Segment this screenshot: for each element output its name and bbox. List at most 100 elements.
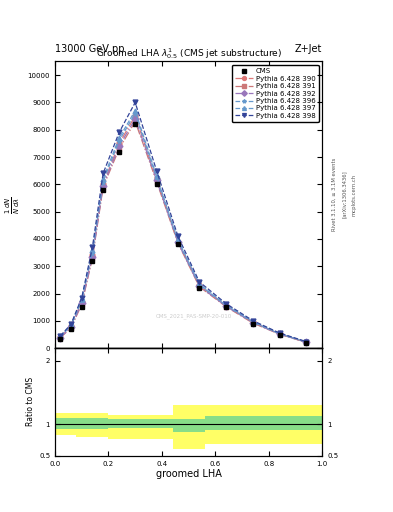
Pythia 6.428 390 [101, 181, 105, 187]
Line: Pythia 6.428 391: Pythia 6.428 391 [58, 119, 309, 345]
Legend: CMS, Pythia 6.428 390, Pythia 6.428 391, Pythia 6.428 392, Pythia 6.428 396, Pyt: CMS, Pythia 6.428 390, Pythia 6.428 391,… [232, 65, 319, 122]
CMS [176, 241, 180, 247]
Pythia 6.428 392 [133, 116, 138, 122]
Pythia 6.428 397 [79, 296, 84, 302]
Pythia 6.428 392 [58, 334, 63, 340]
Pythia 6.428 398 [101, 170, 105, 177]
CMS [117, 148, 121, 155]
Pythia 6.428 397 [101, 176, 105, 182]
CMS [250, 321, 255, 327]
Pythia 6.428 398 [58, 333, 63, 339]
Pythia 6.428 396 [117, 138, 121, 144]
Pythia 6.428 392 [154, 177, 159, 183]
Pythia 6.428 396 [101, 179, 105, 185]
Pythia 6.428 396 [154, 175, 159, 181]
Pythia 6.428 398 [133, 99, 138, 105]
Pythia 6.428 391 [101, 184, 105, 190]
Pythia 6.428 390 [90, 252, 95, 259]
Title: Groomed LHA $\lambda^{1}_{0.5}$ (CMS jet substructure): Groomed LHA $\lambda^{1}_{0.5}$ (CMS jet… [95, 47, 282, 61]
Pythia 6.428 396 [79, 297, 84, 304]
Pythia 6.428 397 [133, 108, 138, 114]
Pythia 6.428 391 [176, 240, 180, 246]
Pythia 6.428 397 [250, 318, 255, 325]
Text: [arXiv:1306.3436]: [arXiv:1306.3436] [342, 170, 347, 219]
Pythia 6.428 391 [277, 331, 282, 337]
Pythia 6.428 391 [250, 320, 255, 326]
Pythia 6.428 397 [90, 247, 95, 253]
Text: CMS_2021_PAS-SMP-20-010: CMS_2021_PAS-SMP-20-010 [156, 314, 232, 319]
CMS [277, 331, 282, 337]
Pythia 6.428 391 [154, 179, 159, 185]
X-axis label: groomed LHA: groomed LHA [156, 470, 222, 479]
Pythia 6.428 398 [304, 338, 309, 345]
Y-axis label: $\frac{1}{N}\frac{dN}{d\lambda}$: $\frac{1}{N}\frac{dN}{d\lambda}$ [4, 196, 22, 214]
Pythia 6.428 396 [304, 339, 309, 345]
Pythia 6.428 398 [176, 233, 180, 239]
Pythia 6.428 397 [69, 322, 73, 328]
Pythia 6.428 391 [133, 118, 138, 124]
Pythia 6.428 398 [224, 301, 228, 307]
Pythia 6.428 397 [154, 173, 159, 179]
Pythia 6.428 392 [79, 300, 84, 306]
Line: Pythia 6.428 397: Pythia 6.428 397 [58, 108, 309, 344]
Pythia 6.428 396 [176, 238, 180, 244]
Y-axis label: Ratio to CMS: Ratio to CMS [26, 377, 35, 426]
Pythia 6.428 396 [90, 249, 95, 255]
Pythia 6.428 390 [224, 303, 228, 309]
Pythia 6.428 392 [69, 324, 73, 330]
Pythia 6.428 392 [101, 183, 105, 189]
CMS [101, 187, 105, 193]
Pythia 6.428 392 [117, 143, 121, 149]
Pythia 6.428 392 [277, 331, 282, 337]
Pythia 6.428 391 [58, 335, 63, 341]
Pythia 6.428 396 [133, 110, 138, 116]
Pythia 6.428 390 [117, 140, 121, 146]
Pythia 6.428 398 [250, 317, 255, 324]
Pythia 6.428 398 [69, 321, 73, 327]
Pythia 6.428 398 [90, 244, 95, 250]
CMS [79, 304, 84, 310]
Pythia 6.428 390 [133, 113, 138, 119]
Pythia 6.428 390 [250, 319, 255, 325]
Pythia 6.428 390 [58, 334, 63, 340]
Text: Z+Jet: Z+Jet [295, 44, 322, 54]
Pythia 6.428 398 [117, 130, 121, 136]
Pythia 6.428 397 [277, 330, 282, 336]
Pythia 6.428 391 [197, 284, 202, 290]
Pythia 6.428 391 [90, 255, 95, 261]
Pythia 6.428 391 [117, 146, 121, 152]
Line: CMS: CMS [58, 122, 309, 345]
Pythia 6.428 396 [69, 323, 73, 329]
Pythia 6.428 391 [304, 339, 309, 346]
Pythia 6.428 397 [58, 333, 63, 339]
CMS [133, 121, 138, 127]
CMS [69, 326, 73, 332]
CMS [90, 258, 95, 264]
Pythia 6.428 397 [304, 339, 309, 345]
Pythia 6.428 390 [277, 331, 282, 337]
Pythia 6.428 396 [250, 319, 255, 325]
Pythia 6.428 392 [250, 319, 255, 326]
Pythia 6.428 397 [117, 135, 121, 141]
Pythia 6.428 396 [58, 334, 63, 340]
Pythia 6.428 391 [79, 302, 84, 308]
CMS [197, 285, 202, 291]
Pythia 6.428 397 [224, 302, 228, 308]
Pythia 6.428 390 [69, 323, 73, 329]
Text: mcplots.cern.ch: mcplots.cern.ch [352, 174, 357, 216]
Pythia 6.428 396 [224, 303, 228, 309]
Text: 13000 GeV pp: 13000 GeV pp [55, 44, 125, 54]
Pythia 6.428 397 [197, 281, 202, 287]
Pythia 6.428 396 [197, 282, 202, 288]
Pythia 6.428 392 [176, 240, 180, 246]
Line: Pythia 6.428 398: Pythia 6.428 398 [58, 100, 309, 344]
Pythia 6.428 390 [154, 176, 159, 182]
CMS [304, 339, 309, 346]
Pythia 6.428 390 [304, 339, 309, 345]
Pythia 6.428 398 [197, 279, 202, 285]
Pythia 6.428 392 [224, 303, 228, 309]
Text: Rivet 3.1.10, ≥ 3.1M events: Rivet 3.1.10, ≥ 3.1M events [332, 158, 337, 231]
Pythia 6.428 398 [277, 330, 282, 336]
Pythia 6.428 390 [79, 298, 84, 305]
Line: Pythia 6.428 390: Pythia 6.428 390 [58, 114, 309, 345]
